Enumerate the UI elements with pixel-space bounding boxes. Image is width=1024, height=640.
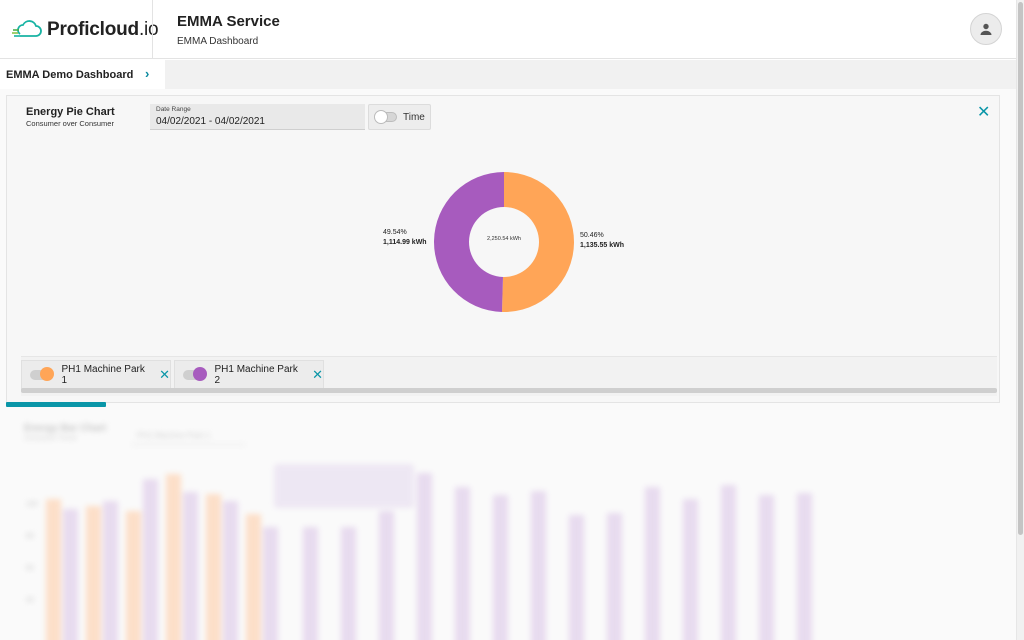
- date-range-field[interactable]: Date Range 04/02/2021 - 04/02/2021: [150, 104, 365, 130]
- blurred-bar: [143, 479, 158, 640]
- service-title: EMMA Service: [177, 13, 280, 30]
- blurred-bar: [721, 485, 736, 640]
- user-account-button[interactable]: [970, 13, 1002, 45]
- time-toggle-button[interactable]: Time: [368, 104, 431, 130]
- series-legend: PH1 Machine Park 1 ✕ PH1 Machine Park 2 …: [21, 356, 997, 396]
- page-scrollbar-thumb[interactable]: [1018, 2, 1023, 535]
- header-divider: [152, 0, 153, 59]
- blurred-bar: [531, 491, 546, 640]
- legend-item-machine-park-2[interactable]: PH1 Machine Park 2 ✕: [174, 360, 324, 390]
- dashboard-content: Energy Pie Chart Consumer over Consumer …: [0, 89, 1016, 640]
- blurred-bar: [166, 474, 181, 640]
- toggle-knob: [374, 110, 388, 124]
- series-color-swatch: [40, 367, 54, 381]
- remove-series-icon[interactable]: ✕: [312, 367, 323, 382]
- series-color-swatch: [193, 367, 207, 381]
- user-icon: [980, 23, 992, 35]
- blurred-y-tick: 40: [26, 597, 34, 604]
- blurred-bar: [797, 493, 812, 640]
- blurred-bar: [455, 487, 470, 640]
- blurred-card-title: Energy Bar Chart: [24, 423, 107, 434]
- blurred-bar: [417, 473, 432, 640]
- slice-value-machine-park-1: 1,135.55 kWh: [580, 242, 624, 249]
- blurred-bar: [303, 527, 318, 640]
- blurred-series-select[interactable]: PH1 Machine Park 1: [131, 423, 246, 445]
- slice-percent-machine-park-2: 49.54%: [383, 229, 407, 236]
- blurred-bar: [183, 492, 198, 640]
- blurred-bar: [569, 515, 584, 640]
- active-card-indicator: [6, 402, 106, 407]
- time-toggle-label: Time: [403, 111, 425, 123]
- cloud-icon: [12, 20, 42, 37]
- blurred-bar: [223, 501, 238, 640]
- legend-scrollbar[interactable]: [21, 388, 997, 393]
- blurred-bar: [246, 514, 261, 640]
- remove-series-icon[interactable]: ✕: [159, 367, 170, 382]
- blurred-y-tick: 100: [26, 501, 38, 508]
- series-toggle-machine-park-2[interactable]: [183, 367, 207, 381]
- energy-pie-chart-card: Energy Pie Chart Consumer over Consumer …: [6, 95, 1000, 403]
- legend-label-machine-park-1: PH1 Machine Park 1: [61, 364, 145, 386]
- blurred-bar: [493, 495, 508, 640]
- blurred-card-subtitle: Consumer Trend: [24, 435, 77, 442]
- card-title: Energy Pie Chart: [26, 106, 115, 118]
- blurred-bar: [379, 511, 394, 640]
- chevron-right-icon[interactable]: ›: [145, 66, 150, 81]
- service-subtitle: EMMA Dashboard: [177, 36, 259, 47]
- slice-label-machine-park-1: 50.46% 1,135.55 kWh: [580, 231, 624, 251]
- time-toggle-switch[interactable]: [374, 110, 397, 124]
- blurred-y-tick: 60: [26, 565, 34, 572]
- donut-slice-machine-park-2[interactable]: [433, 172, 504, 312]
- series-toggle-machine-park-1[interactable]: [30, 367, 54, 381]
- date-range-label: Date Range: [156, 106, 191, 113]
- blurred-bar: [86, 506, 101, 640]
- dashboard-tab-strip: EMMA Demo Dashboard ›: [0, 60, 1016, 89]
- slice-percent-machine-park-1: 50.46%: [580, 232, 604, 239]
- brand-name: Proficloud.io: [47, 19, 159, 40]
- slice-value-machine-park-2: 1,114.99 kWh: [383, 239, 427, 246]
- legend-item-machine-park-1[interactable]: PH1 Machine Park 1 ✕: [21, 360, 171, 390]
- blurred-tooltip: [274, 464, 414, 508]
- energy-bar-chart-card-blurred: Energy Bar Chart Consumer Trend PH1 Mach…: [6, 409, 1010, 640]
- donut-slice-machine-park-1[interactable]: [501, 172, 574, 312]
- blurred-bar: [341, 527, 356, 640]
- blurred-bar: [206, 494, 221, 640]
- blurred-bar: [607, 513, 622, 640]
- card-subtitle: Consumer over Consumer: [26, 119, 114, 128]
- blurred-bar: [759, 495, 774, 640]
- blurred-bar: [46, 499, 61, 640]
- blurred-bar: [263, 527, 278, 640]
- legend-label-machine-park-2: PH1 Machine Park 2: [214, 364, 298, 386]
- date-range-value: 04/02/2021 - 04/02/2021: [156, 116, 265, 127]
- proficloud-logo[interactable]: Proficloud.io: [12, 18, 159, 42]
- blurred-bar: [683, 499, 698, 640]
- blurred-y-tick: 80: [26, 533, 34, 540]
- dashboard-tab-label: EMMA Demo Dashboard: [6, 68, 134, 81]
- blurred-bar: [645, 487, 660, 640]
- blurred-bar: [126, 511, 141, 640]
- blurred-bar: [103, 501, 118, 640]
- close-icon[interactable]: ✕: [977, 104, 991, 121]
- slice-label-machine-park-2: 49.54% 1,114.99 kWh: [383, 228, 427, 248]
- app-header: Proficloud.io EMMA Service EMMA Dashboar…: [0, 0, 1016, 59]
- tab-emma-demo-dashboard[interactable]: EMMA Demo Dashboard ›: [0, 60, 165, 89]
- blurred-bar: [63, 509, 78, 640]
- donut-center-total: 2,250.54 kWh: [487, 236, 521, 242]
- donut-chart: [433, 172, 574, 312]
- page-scrollbar[interactable]: [1016, 0, 1024, 640]
